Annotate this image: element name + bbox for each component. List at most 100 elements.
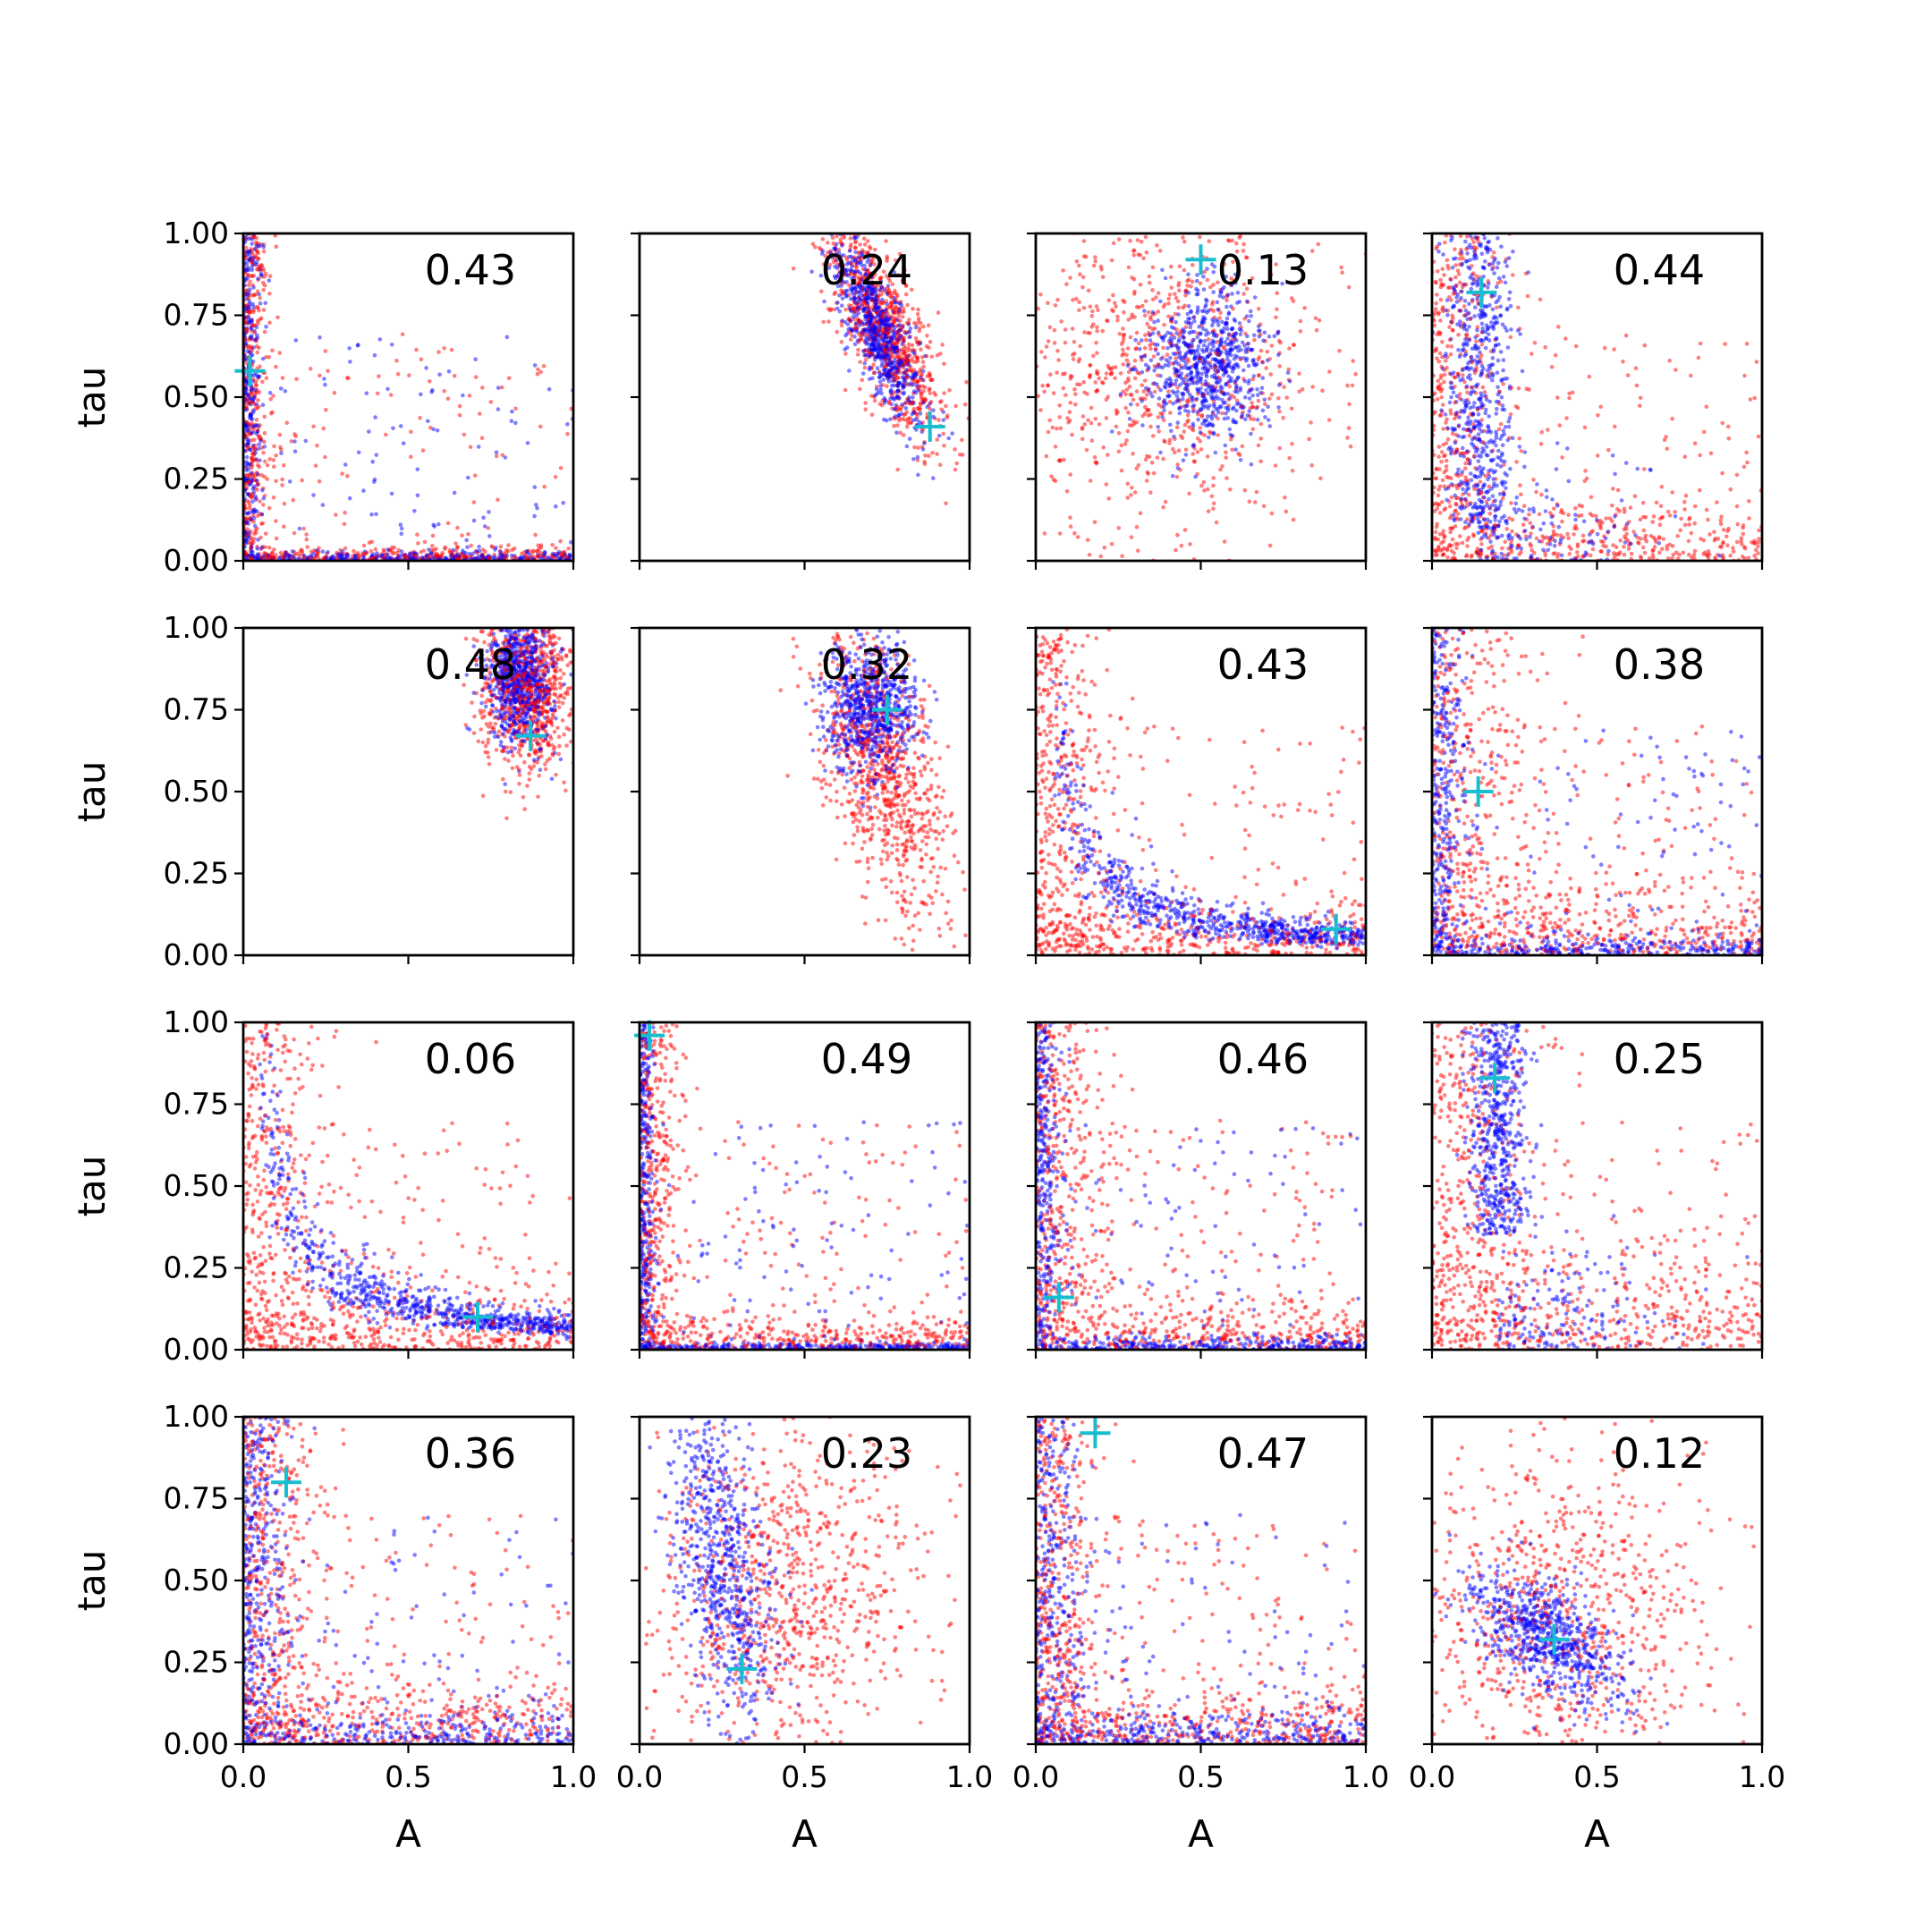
blue-point	[1260, 408, 1266, 413]
red-point	[900, 314, 905, 319]
blue-point	[861, 288, 866, 292]
red-point	[1436, 359, 1442, 364]
blue-point	[258, 438, 263, 444]
blue-point	[1181, 326, 1185, 332]
red-point	[246, 283, 251, 288]
red-point	[853, 309, 858, 315]
red-point	[1463, 461, 1468, 466]
blue-point	[1186, 317, 1191, 321]
blue-point	[1150, 309, 1156, 315]
red-point	[1052, 341, 1057, 345]
red-point	[321, 426, 326, 431]
red-point	[1752, 553, 1757, 558]
blue-point	[466, 475, 470, 480]
red-point	[1167, 341, 1173, 346]
red-point	[1206, 487, 1210, 492]
red-point	[381, 549, 386, 555]
red-point	[1128, 335, 1133, 340]
blue-point	[1140, 338, 1144, 343]
red-point	[267, 320, 272, 326]
red-point	[905, 302, 910, 308]
blue-point	[1118, 392, 1123, 396]
blue-point	[907, 436, 912, 441]
red-point	[880, 383, 886, 387]
red-point	[323, 555, 327, 560]
red-point	[1121, 347, 1125, 352]
red-point	[832, 256, 837, 260]
red-point	[1534, 536, 1539, 541]
red-point	[250, 251, 255, 257]
red-point	[1156, 415, 1161, 419]
red-point	[898, 352, 902, 357]
red-point	[932, 390, 936, 395]
blue-point	[292, 439, 297, 444]
red-point	[1175, 299, 1181, 304]
red-point	[436, 555, 441, 560]
blue-point	[462, 550, 466, 555]
red-point	[367, 540, 372, 545]
red-point	[494, 453, 499, 459]
blue-point	[1230, 369, 1235, 374]
red-point	[1131, 397, 1136, 402]
red-point	[422, 539, 428, 545]
red-point	[1181, 235, 1185, 240]
blue-point	[1165, 345, 1170, 351]
red-point	[265, 462, 270, 468]
blue-point	[1249, 431, 1253, 436]
red-point	[843, 387, 848, 393]
red-point	[928, 400, 934, 404]
red-point	[886, 287, 892, 292]
red-point	[1047, 418, 1052, 423]
blue-point	[822, 299, 826, 304]
red-point	[1317, 318, 1322, 323]
red-point	[838, 237, 843, 242]
blue-point	[262, 445, 267, 449]
blue-point	[254, 262, 259, 267]
red-point	[466, 532, 470, 537]
red-point	[1191, 459, 1197, 463]
blue-point	[250, 360, 256, 364]
red-point	[1028, 367, 1032, 371]
blue-point	[496, 407, 501, 411]
red-point	[1089, 405, 1094, 411]
blue-point	[925, 404, 929, 410]
red-point	[409, 454, 413, 459]
blue-point	[267, 390, 273, 395]
red-point	[1445, 436, 1451, 442]
red-point	[839, 323, 844, 328]
red-point	[1689, 373, 1693, 378]
red-point	[886, 331, 890, 335]
red-point	[964, 379, 969, 385]
red-point	[902, 418, 907, 422]
red-point	[858, 360, 862, 365]
blue-point	[900, 375, 905, 380]
red-point	[1086, 330, 1090, 335]
blue-point	[311, 493, 316, 497]
red-point	[1136, 462, 1141, 468]
blue-point	[250, 379, 256, 384]
blue-point	[867, 367, 872, 372]
blue-point	[1142, 353, 1147, 359]
blue-point	[401, 441, 406, 445]
blue-point	[1247, 318, 1251, 324]
red-point	[1088, 373, 1093, 377]
red-point	[1683, 493, 1689, 498]
blue-point	[888, 391, 894, 395]
blue-point	[843, 294, 849, 299]
red-point	[1167, 292, 1173, 297]
blue-point	[353, 554, 358, 558]
red-point	[1440, 499, 1445, 504]
red-point	[1529, 531, 1533, 536]
blue-point	[435, 428, 440, 433]
blue-point	[1201, 318, 1207, 322]
red-point	[1071, 298, 1075, 302]
blue-point	[887, 368, 892, 373]
red-point	[1058, 426, 1063, 431]
red-point	[1257, 373, 1261, 377]
red-point	[414, 553, 419, 558]
blue-point	[1231, 418, 1236, 422]
red-point	[395, 371, 401, 377]
red-point	[1448, 408, 1453, 413]
red-point	[916, 307, 920, 312]
red-point	[252, 531, 257, 537]
